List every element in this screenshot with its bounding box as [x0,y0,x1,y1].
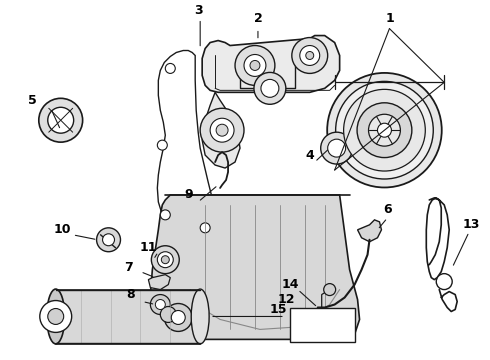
Circle shape [254,72,286,104]
Circle shape [160,306,176,323]
Ellipse shape [368,114,400,146]
Circle shape [157,252,173,268]
Circle shape [48,107,74,133]
Text: 6: 6 [383,203,392,216]
Text: 15: 15 [269,303,287,316]
Text: 1: 1 [385,12,394,25]
Circle shape [150,294,171,315]
Circle shape [164,303,192,332]
Circle shape [39,98,83,142]
Circle shape [300,45,319,66]
Circle shape [306,51,314,59]
Text: 4: 4 [305,149,314,162]
Circle shape [97,228,121,252]
Circle shape [321,132,353,164]
Text: 10: 10 [54,223,72,236]
Circle shape [40,301,72,332]
Text: 9: 9 [184,188,193,202]
Polygon shape [148,275,171,289]
Text: 7: 7 [124,261,133,274]
Ellipse shape [191,289,209,344]
Circle shape [250,60,260,71]
Circle shape [200,223,210,233]
Circle shape [261,80,279,97]
Circle shape [155,300,165,310]
Bar [56,289,200,345]
Ellipse shape [343,89,425,171]
Circle shape [151,246,179,274]
Circle shape [161,256,169,264]
Circle shape [102,234,115,246]
Circle shape [216,124,228,136]
Circle shape [210,118,234,142]
Text: 5: 5 [28,94,37,107]
Circle shape [292,37,328,73]
Circle shape [165,63,175,73]
Text: 13: 13 [463,218,480,231]
Circle shape [436,274,452,289]
Ellipse shape [357,103,412,158]
Ellipse shape [377,123,392,137]
Polygon shape [202,36,340,92]
Ellipse shape [47,289,65,344]
Text: 14: 14 [281,278,298,291]
Circle shape [328,139,345,157]
Circle shape [244,54,266,76]
Polygon shape [358,220,382,242]
Text: 8: 8 [126,288,135,301]
Circle shape [48,309,64,324]
Text: 2: 2 [253,12,262,25]
Polygon shape [150,195,360,339]
Polygon shape [202,92,240,168]
Circle shape [235,45,275,85]
Circle shape [160,210,171,220]
Text: 11: 11 [140,241,157,254]
Ellipse shape [336,81,433,179]
Circle shape [324,284,336,296]
Circle shape [172,310,185,324]
Text: 3: 3 [194,4,202,17]
Text: 12: 12 [277,293,294,306]
Circle shape [157,140,167,150]
Circle shape [200,108,244,152]
Ellipse shape [327,73,442,188]
Bar [290,307,355,342]
